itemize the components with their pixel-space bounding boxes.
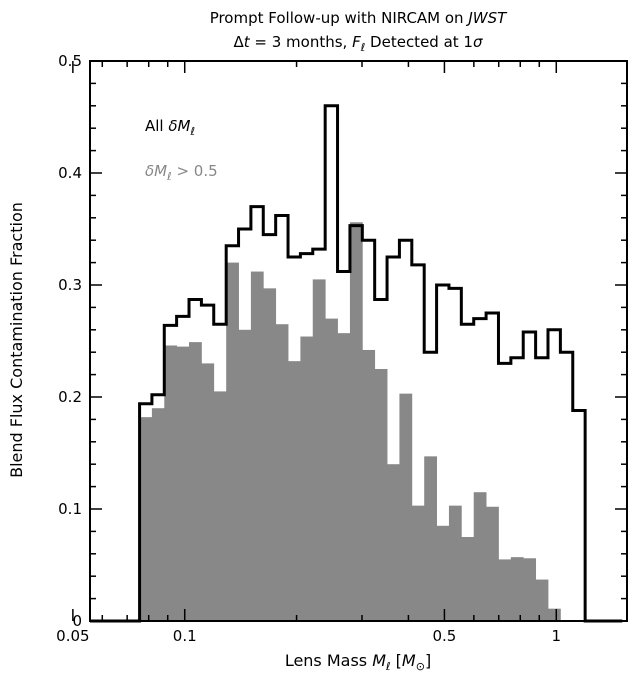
filled-bar [176, 346, 190, 621]
x-tick-label: 0.5 [433, 627, 457, 645]
y-tick-label: 0.1 [58, 500, 82, 518]
filled-bar [139, 417, 153, 621]
filled-bar [263, 288, 277, 621]
x-tick-label: 0.1 [173, 627, 197, 645]
filled-bar [250, 271, 264, 621]
filled-bar [399, 393, 413, 621]
filled-bar [151, 408, 165, 621]
plot-frame [89, 60, 628, 622]
legend-large-dm: δMℓ > 0.5 [145, 162, 218, 183]
filled-bar [424, 456, 437, 621]
plot-area: 0.05 0.1 0.5 1 0 0.1 0.2 0.3 0.4 0.5 [56, 52, 628, 645]
filled-bar [201, 363, 215, 621]
filled-bar [325, 318, 338, 621]
x-axis-label: Lens Mass Mℓ [M⊙] [285, 651, 431, 673]
filled-bar [448, 505, 462, 621]
filled-bar [523, 558, 537, 621]
filled-bar [337, 333, 351, 621]
y-axis-label: Blend Flux Contamination Fraction [7, 202, 26, 478]
filled-bar [226, 262, 239, 621]
x-tick-label: 0.05 [56, 627, 89, 645]
y-tick-label: 0.4 [58, 164, 82, 182]
filled-bar [547, 608, 561, 621]
filled-bar [436, 525, 450, 621]
chart-subtitle: Δt = 3 months, Fℓ Detected at 1σ [233, 33, 483, 54]
y-tick-label: 0 [72, 612, 82, 630]
filled-bar [461, 537, 475, 621]
filled-bar [312, 279, 326, 621]
legend-all: All δMℓ [145, 117, 195, 138]
y-tick-label: 0.2 [58, 388, 82, 406]
filled-bar [349, 222, 363, 621]
filled-bar [535, 579, 549, 621]
filled-bar [486, 506, 499, 621]
filled-bar [300, 336, 314, 621]
filled-bar [213, 391, 227, 621]
filled-bar [238, 329, 252, 621]
filled-bar [362, 349, 376, 621]
chart-title: Prompt Follow-up with NIRCAM on JWST [210, 9, 508, 27]
filled-bar [473, 492, 487, 621]
filled-bar [275, 324, 289, 621]
filled-bar [189, 342, 202, 621]
filled-bar [374, 369, 388, 621]
filled-bar [498, 559, 512, 621]
y-tick-label: 0.5 [58, 52, 82, 70]
filled-bar [387, 464, 400, 621]
y-tick-label: 0.3 [58, 276, 82, 294]
x-tick-label: 1 [552, 627, 562, 645]
step-line [90, 104, 623, 623]
filled-bar [288, 361, 301, 621]
filled-bar [164, 345, 178, 621]
filled-bar [411, 505, 425, 621]
filled-bar [510, 557, 524, 621]
